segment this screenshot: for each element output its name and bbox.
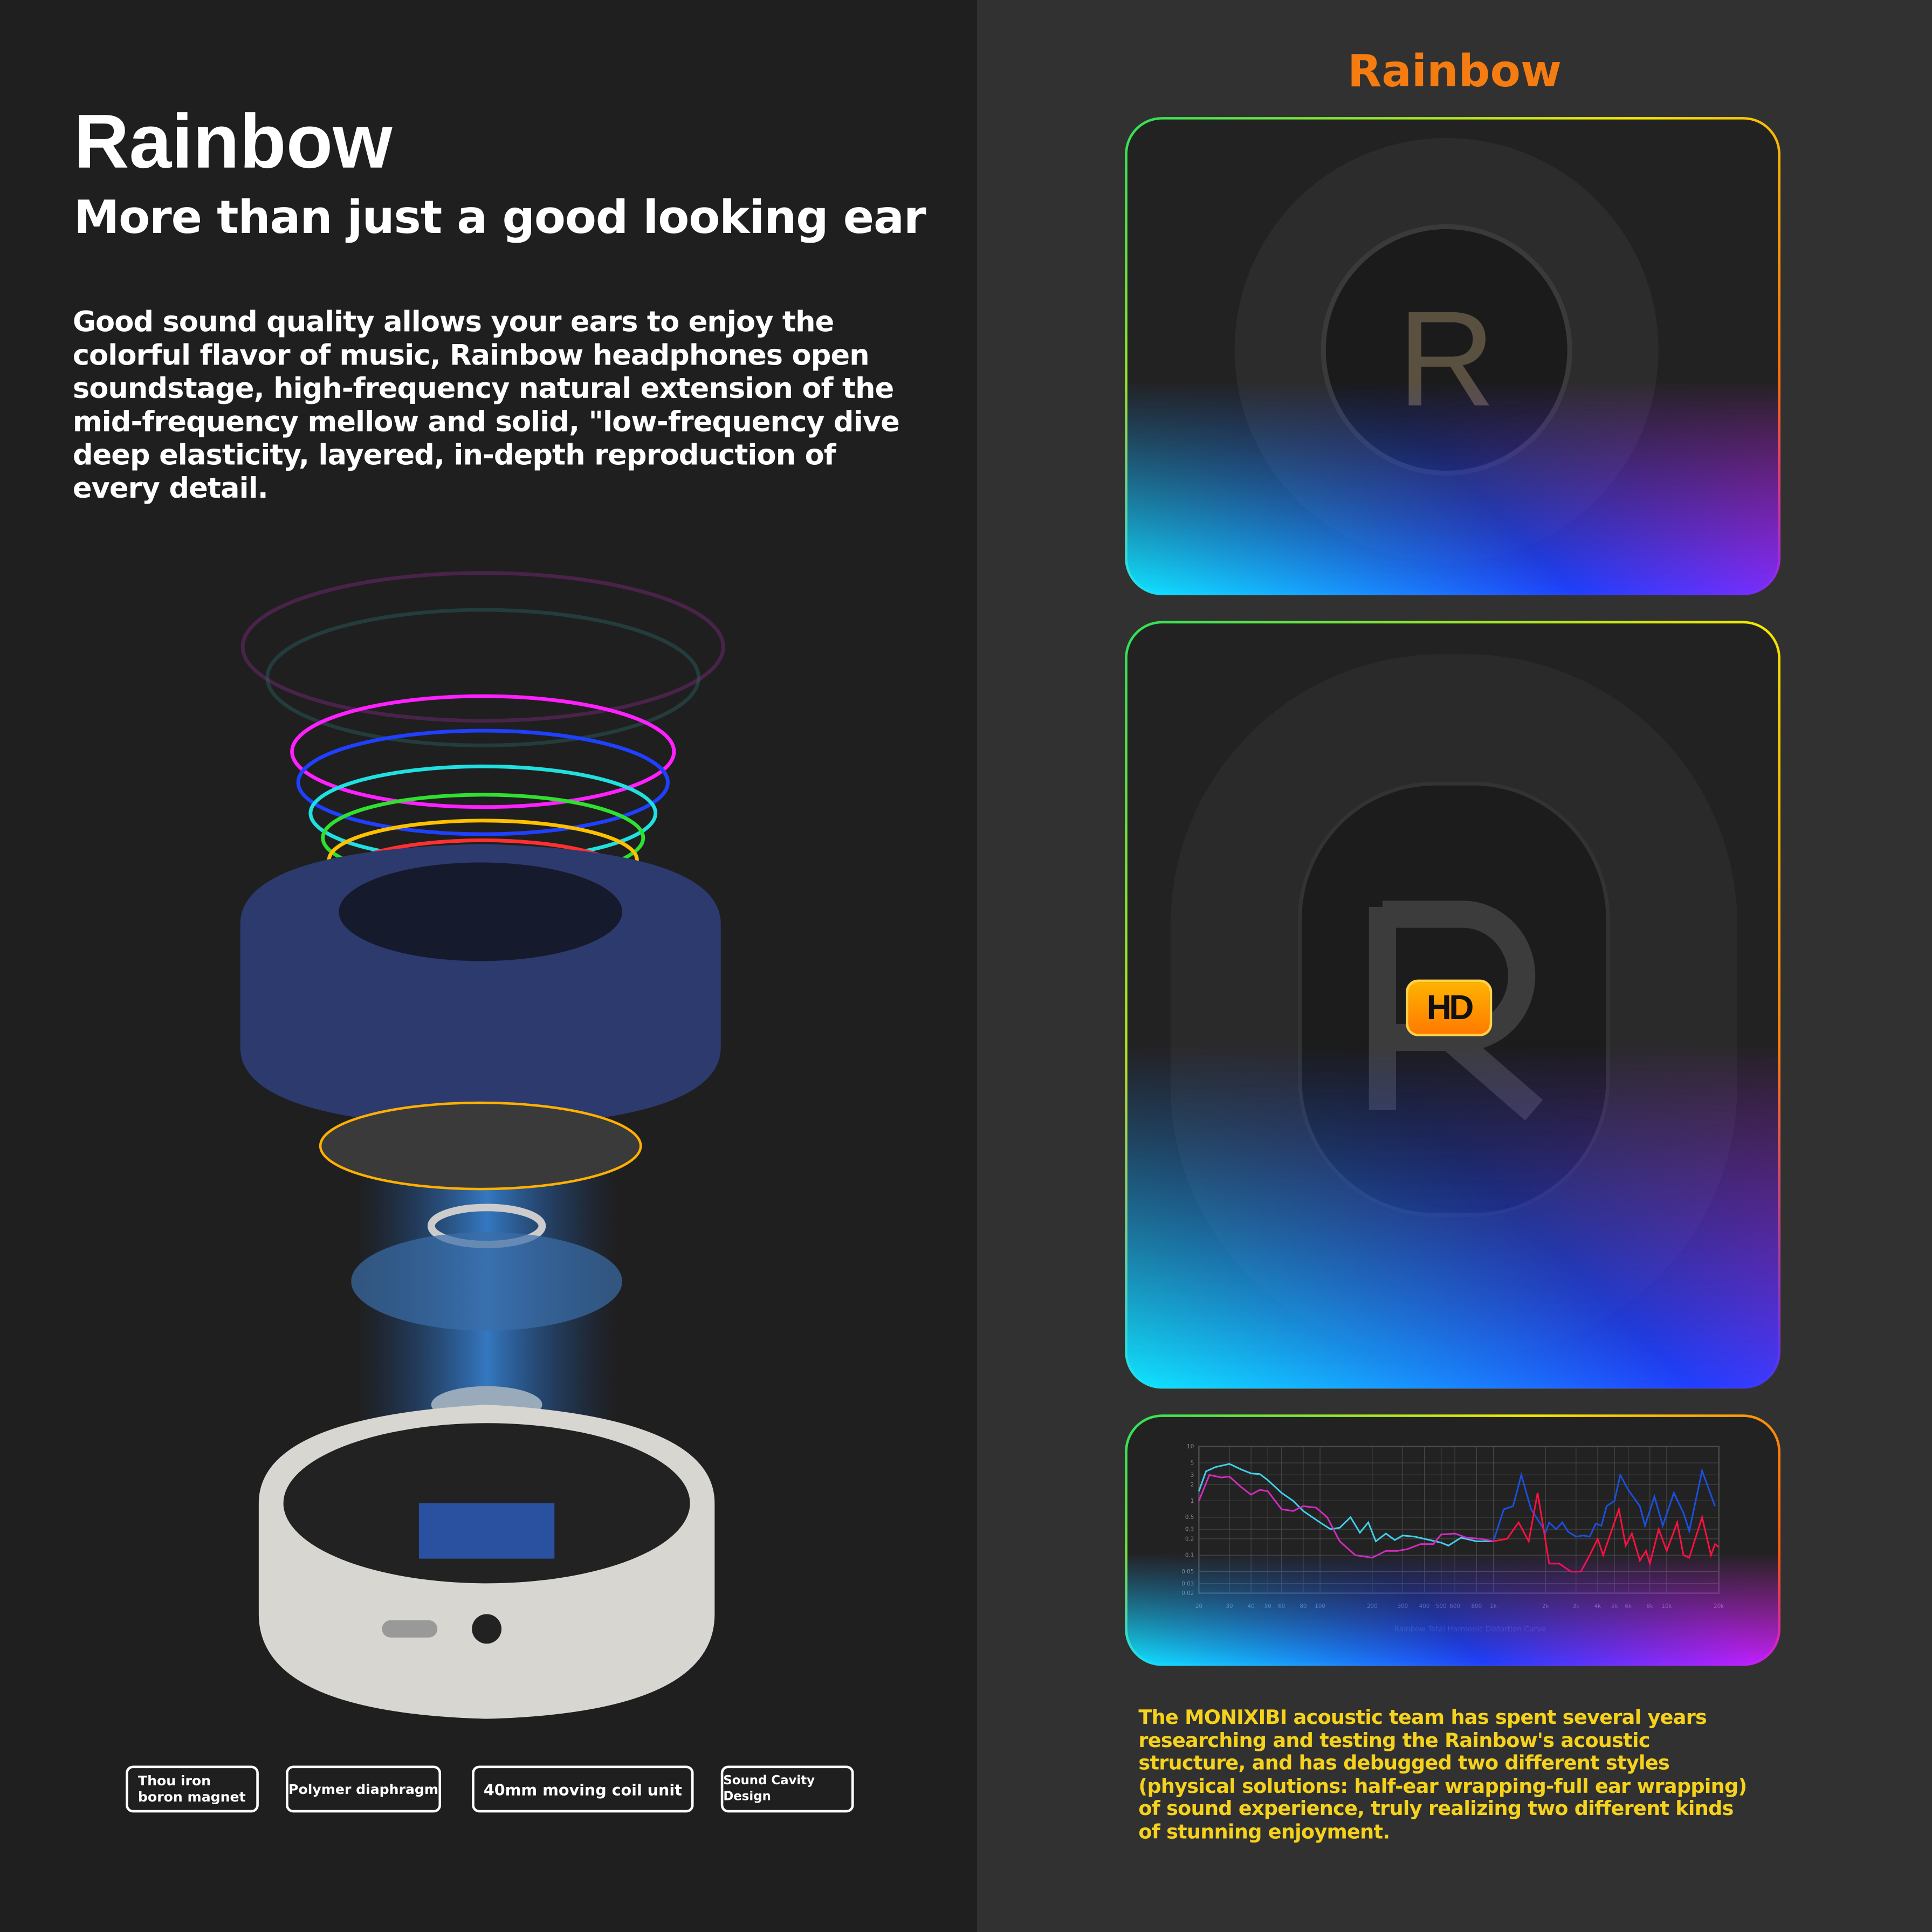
driver-exploded-illustration [240, 571, 725, 1719]
feature-label-magnet: Thou iron boron magnet [126, 1765, 259, 1813]
right-title: Rainbow [1347, 46, 1562, 98]
y-tick-label: 0.5 [1185, 1514, 1194, 1521]
y-tick-label: 2 [1191, 1482, 1194, 1488]
series-1-line-high [1493, 1468, 1716, 1542]
y-tick-label: 3 [1191, 1472, 1194, 1479]
page-subtitle: More than just a good looking ear [74, 191, 926, 244]
y-tick-label: 1 [1191, 1498, 1194, 1504]
x-tick-label: 3k [1573, 1603, 1580, 1610]
x-tick-label: 20 [1195, 1603, 1202, 1610]
thd-chart: 20 30 40 50 60 80 100 200 300 400 500 600 800 1k 2k 3k 4… [1181, 1443, 1724, 1633]
y-tick-label: 0.3 [1185, 1527, 1194, 1533]
x-tick-label: 2k [1542, 1603, 1549, 1610]
feature-label-text: Polymer diaphragm [288, 1781, 439, 1797]
x-tick-label: 50 [1264, 1603, 1271, 1610]
y-tick-label: 0.02 [1181, 1590, 1194, 1597]
x-tick-label: 80 [1300, 1603, 1307, 1610]
description-text: Good sound quality allows your ears to e… [72, 306, 900, 505]
y-tick-label: 10 [1187, 1443, 1194, 1450]
x-tick-label: 800 [1472, 1603, 1482, 1610]
x-tick-label: 6k [1625, 1603, 1632, 1610]
x-tick-label: 100 [1315, 1603, 1325, 1610]
x-tick-label: 10k [1661, 1603, 1672, 1610]
y-tick-label: 0.05 [1181, 1569, 1194, 1575]
x-tick-label: 600 [1449, 1603, 1460, 1610]
hd-badge: HD [1406, 979, 1493, 1036]
earpad-letter: R [1398, 283, 1496, 435]
x-tick-label: 1k [1490, 1603, 1497, 1610]
series-2-line-low [1198, 1474, 1494, 1559]
chart-title: Rainbow Total Harmonic Distortion Curve [1394, 1625, 1545, 1633]
x-tick-label: 4k [1594, 1603, 1601, 1610]
x-tick-label: 300 [1398, 1603, 1408, 1610]
x-tick-label: 200 [1367, 1603, 1378, 1610]
series-1-line-low [1198, 1463, 1494, 1547]
plot-border [1198, 1446, 1720, 1594]
y-tick-label: 0.03 [1181, 1580, 1194, 1587]
feature-label-text: Thou iron boron magnet [137, 1773, 246, 1805]
acoustic-team-text: The MONIXIBI acoustic team has spent sev… [1138, 1705, 1747, 1844]
x-tick-label: 60 [1278, 1603, 1285, 1610]
y-tick-label: 5 [1191, 1460, 1194, 1466]
x-tick-label: 40 [1248, 1603, 1255, 1610]
feature-label-diaphragm: Polymer diaphragm [286, 1765, 442, 1813]
series-2-line-high [1493, 1493, 1720, 1573]
y-tick-label: 0.1 [1185, 1552, 1194, 1559]
x-tick-label: 400 [1419, 1603, 1430, 1610]
thd-chart-frame: 20 30 40 50 60 80 100 200 300 400 500 600 800 1k 2k 3k 4… [1125, 1414, 1780, 1666]
y-tick-label: 0.2 [1185, 1536, 1194, 1542]
feature-label-cavity: Sound Cavity Design [720, 1765, 854, 1813]
feature-label-text: 40mm moving coil unit [483, 1779, 682, 1799]
x-tick-label: 8k [1647, 1603, 1654, 1610]
feature-label-coil-unit: 40mm moving coil unit [472, 1765, 694, 1813]
x-tick-label: 20k [1714, 1603, 1724, 1610]
feature-label-text: Sound Cavity Design [723, 1774, 815, 1804]
x-tick-label: 500 [1436, 1603, 1447, 1610]
round-earpad-image: R [1234, 137, 1659, 562]
page-title: Rainbow [74, 100, 393, 185]
earpad-round-frame: R [1125, 117, 1780, 595]
x-tick-label: 30 [1226, 1603, 1233, 1610]
x-tick-label: 5k [1611, 1603, 1618, 1610]
